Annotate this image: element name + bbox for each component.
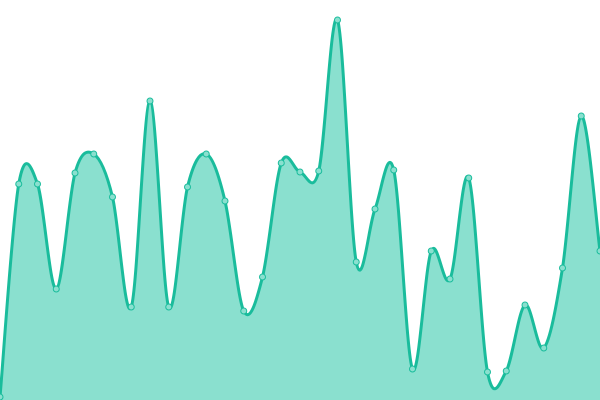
- data-point: [240, 307, 248, 315]
- data-point: [465, 174, 473, 182]
- data-point: [109, 193, 116, 201]
- data-point: [0, 393, 4, 400]
- data-point: [202, 150, 210, 158]
- data-points: [0, 16, 600, 400]
- data-point: [540, 344, 548, 352]
- data-point: [221, 197, 229, 205]
- area-fill: [0, 19, 600, 400]
- data-point: [390, 166, 398, 174]
- data-point: [296, 168, 304, 176]
- series-line: [0, 17, 600, 398]
- data-point: [165, 303, 173, 311]
- data-point: [277, 159, 285, 167]
- data-point: [577, 112, 585, 120]
- data-point: [127, 303, 135, 311]
- data-point: [259, 273, 266, 281]
- data-point: [371, 205, 379, 213]
- data-point: [34, 180, 41, 188]
- data-point: [146, 97, 154, 105]
- data-point: [559, 264, 566, 272]
- data-point: [334, 16, 341, 24]
- data-point: [484, 368, 491, 376]
- data-point: [71, 169, 79, 177]
- data-point: [596, 247, 600, 255]
- data-point: [446, 275, 454, 283]
- data-point: [409, 365, 416, 373]
- data-point: [315, 167, 323, 175]
- data-point: [184, 183, 191, 191]
- data-point: [15, 180, 23, 188]
- data-point: [502, 367, 510, 375]
- data-point: [90, 150, 98, 158]
- data-point: [52, 285, 60, 293]
- data-point: [352, 258, 360, 266]
- data-point: [521, 301, 529, 309]
- data-point: [427, 247, 435, 255]
